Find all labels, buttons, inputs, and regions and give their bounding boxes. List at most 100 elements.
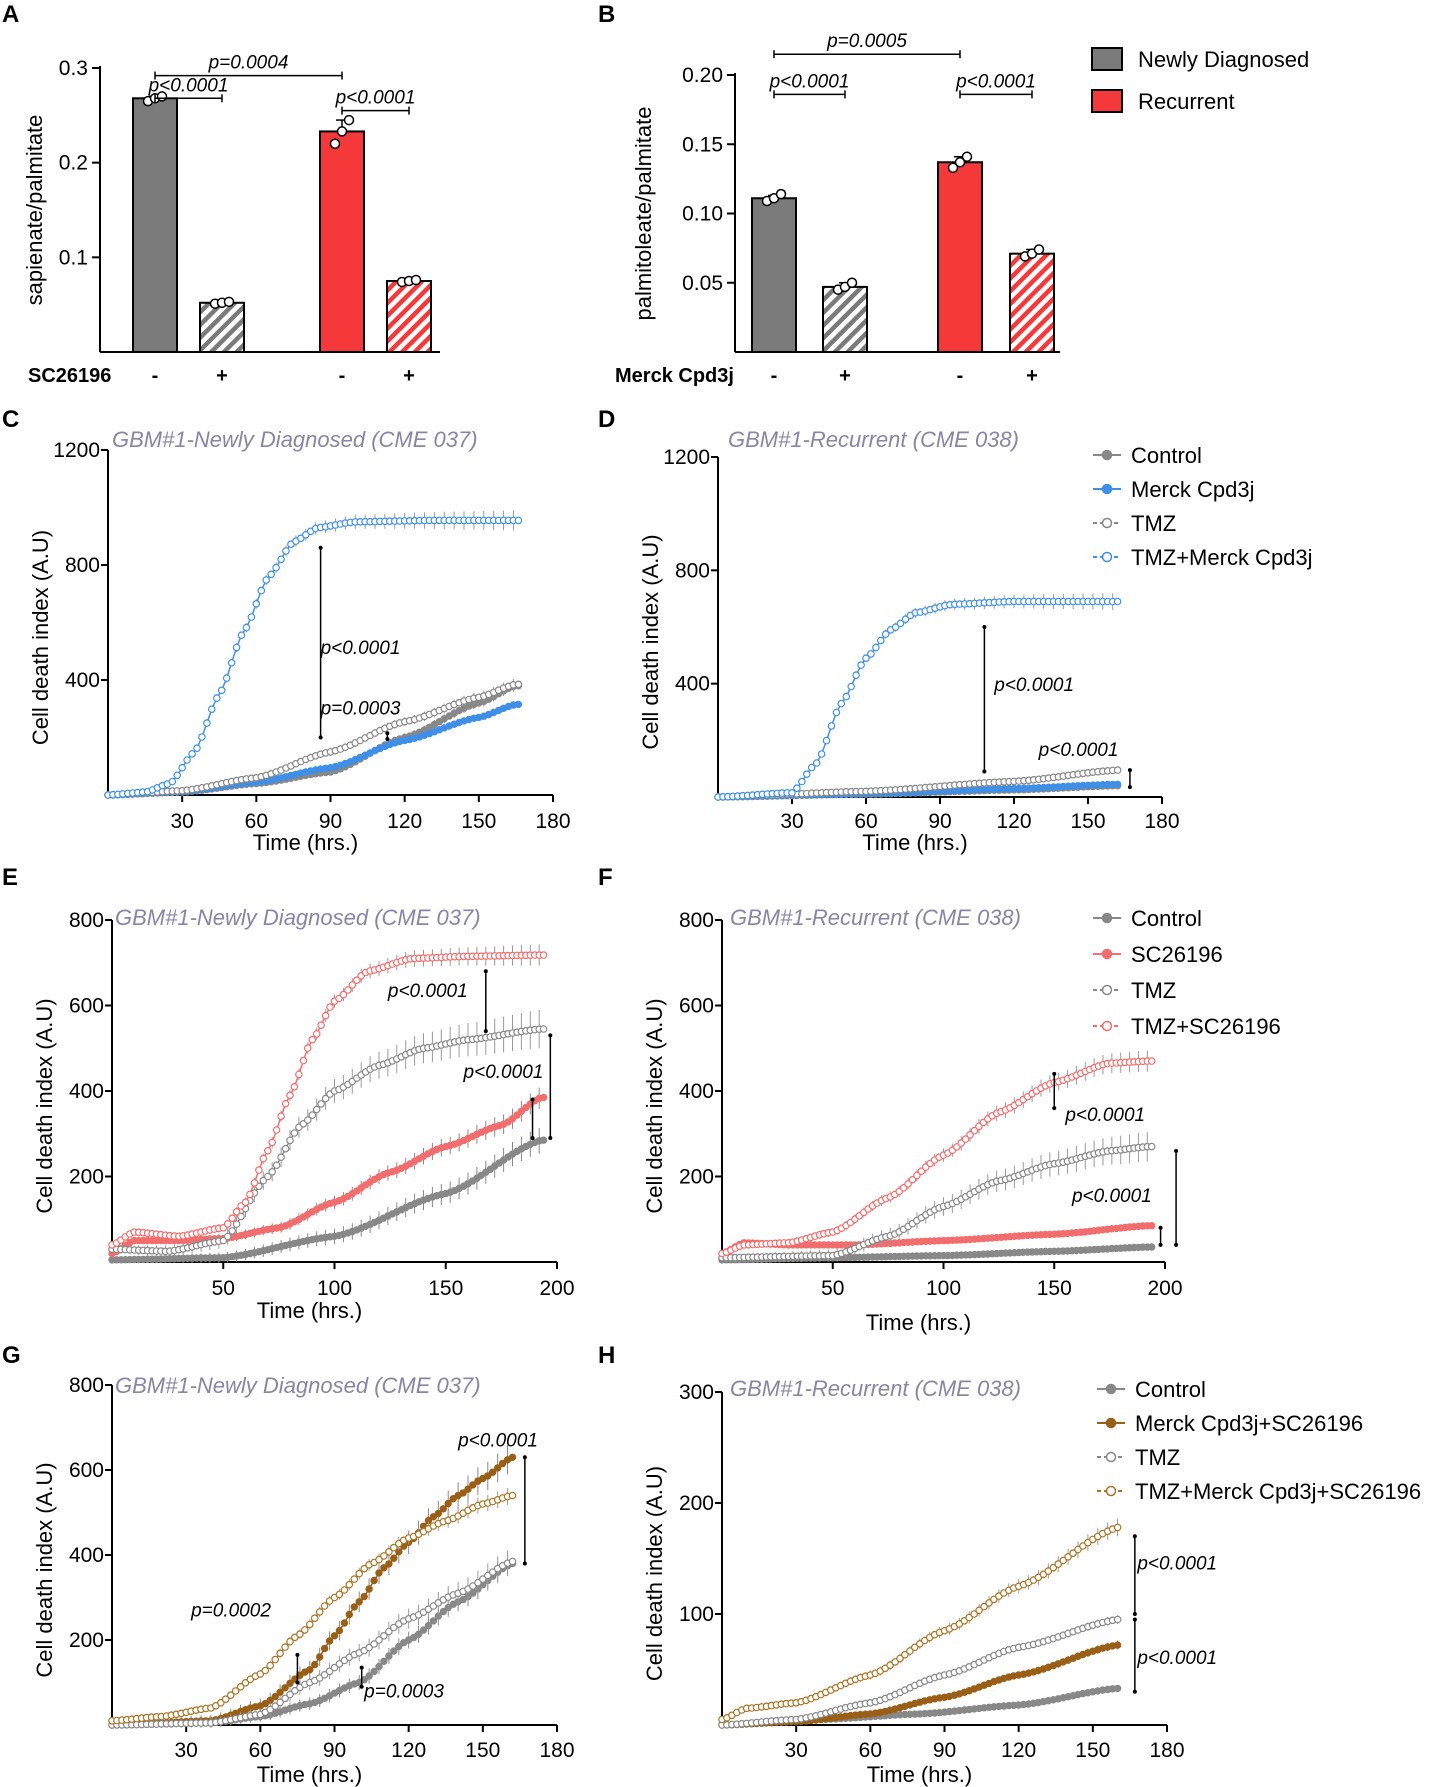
panel-h-significance-end bbox=[1132, 1612, 1137, 1616]
panel-a-bar bbox=[199, 301, 245, 354]
panel-e-data-point bbox=[539, 1093, 548, 1102]
legend-marker bbox=[1101, 551, 1113, 563]
panel-g-y-tick-label: 400 bbox=[69, 1544, 104, 1567]
panel-c-data-point bbox=[213, 694, 221, 702]
panel-c-y-tick-label: 1200 bbox=[53, 439, 100, 462]
panel-g-data-point bbox=[508, 1557, 517, 1566]
panel-g-data-point bbox=[439, 1607, 447, 1616]
panel-e-data-point bbox=[259, 1154, 268, 1163]
panel-b-data-point bbox=[1033, 244, 1045, 255]
panel-e-series-control bbox=[108, 1128, 548, 1264]
panel-c-data-point bbox=[232, 643, 241, 652]
panel-e-significance-end bbox=[530, 1136, 535, 1141]
panel-a-data-point bbox=[410, 274, 422, 286]
panel-b-data-point bbox=[954, 157, 966, 168]
panel-c-data-point bbox=[203, 719, 211, 727]
panel-f-data-point bbox=[1147, 1057, 1156, 1065]
panel-h-data-point bbox=[1113, 1684, 1122, 1693]
panel-f-x-tick-label: 50 bbox=[821, 1277, 844, 1300]
panel-g-significance-end bbox=[359, 1665, 364, 1670]
panel-a-treatment-mark: + bbox=[403, 365, 415, 387]
panel-h-significance-end bbox=[1132, 1534, 1137, 1539]
panel-e-data-point bbox=[241, 1198, 250, 1207]
panel-c-x-tick-label: 60 bbox=[245, 810, 268, 833]
panel-g-data-point bbox=[286, 1637, 294, 1646]
panel-d-chart-title: GBM#1-Recurrent (CME 038) bbox=[728, 427, 1019, 452]
panel-g-y-tick-label: 600 bbox=[69, 1459, 104, 1482]
panel-c-data-point bbox=[222, 674, 231, 682]
panel-c-data-point bbox=[514, 680, 523, 689]
panel-g-data-point bbox=[469, 1481, 477, 1489]
bar-legend-label: Recurrent bbox=[1138, 89, 1235, 114]
legend-label: Merck Cpd3j bbox=[1131, 477, 1254, 502]
panel-f-line-chart: 200 400 600 800 50 100 150 200 Time (hrs.) Cell d… bbox=[642, 905, 1183, 1335]
panel-d-data-point bbox=[876, 636, 885, 645]
panel-d-data-point bbox=[867, 650, 875, 658]
panel-e-significance-end bbox=[530, 1097, 535, 1102]
panel-a-y-tick-label: 0.2 bbox=[59, 152, 88, 175]
panel-b-y-tick-label: 0.10 bbox=[682, 203, 723, 226]
panel-h-line-chart: 100 200 300 30 60 90 120 150 180 Time (hrs.) Cell … bbox=[642, 1376, 1217, 1787]
legend-label: SC26196 bbox=[1131, 942, 1223, 967]
panel-c-x-tick-label: 90 bbox=[319, 810, 342, 833]
panel-g-data-point bbox=[256, 1670, 265, 1678]
panel-e-data-point bbox=[255, 1166, 263, 1174]
panel-g-y-tick-label: 200 bbox=[69, 1629, 104, 1652]
panel-a-p-value: p<0.0001 bbox=[335, 88, 416, 109]
panel-e-data-point bbox=[303, 1116, 312, 1124]
panel-letter-a: A bbox=[2, 1, 19, 28]
panel-e-data-point bbox=[232, 1220, 241, 1228]
legend-marker bbox=[1101, 912, 1113, 924]
panel-h-x-tick-label: 30 bbox=[784, 1739, 807, 1762]
panel-d-y-tick-label: 400 bbox=[675, 673, 710, 696]
panel-c-data-point bbox=[193, 744, 201, 753]
panel-e-y-tick-label: 400 bbox=[69, 1080, 104, 1103]
panel-e-y-tick-label: 800 bbox=[69, 909, 104, 932]
panel-e-data-point bbox=[348, 981, 357, 989]
panel-d-data-point bbox=[812, 759, 821, 767]
panel-g-data-point bbox=[266, 1661, 275, 1670]
panel-b-treatment-mark: - bbox=[771, 365, 778, 387]
panel-h-y-axis-label: Cell death index (A.U) bbox=[642, 1466, 667, 1681]
panel-e-data-point bbox=[277, 1112, 285, 1121]
panel-g-data-point bbox=[306, 1666, 314, 1674]
panel-e-data-point bbox=[268, 1168, 277, 1176]
panel-d-data-point bbox=[822, 736, 831, 745]
panel-e-data-point bbox=[250, 1179, 259, 1187]
panel-e-data-point bbox=[232, 1208, 241, 1216]
panel-b-y-tick-label: 0.15 bbox=[682, 133, 723, 156]
panel-h-data-point bbox=[891, 1658, 899, 1666]
panel-b-y-tick-label: 0.20 bbox=[682, 64, 723, 87]
panel-e-line-chart: 200 400 600 800 50 100 150 200 Time (hrs.) Cell d… bbox=[32, 905, 575, 1323]
panel-a-p-value: p<0.0001 bbox=[148, 75, 229, 96]
panel-d-data-point bbox=[1113, 597, 1122, 606]
panel-a-treatment-mark: - bbox=[152, 365, 159, 387]
panel-letter-f: F bbox=[598, 864, 613, 891]
panel-g-data-point bbox=[330, 1663, 339, 1672]
panel-b-y-tick-label: 0.05 bbox=[682, 272, 723, 295]
panel-d-data-point bbox=[793, 784, 801, 793]
panel-g-data-point bbox=[390, 1647, 398, 1655]
panel-g-data-point bbox=[335, 1626, 344, 1635]
panel-c-significance-end bbox=[318, 545, 323, 550]
panel-e-data-point bbox=[344, 986, 352, 994]
panel-h-data-point bbox=[975, 1606, 983, 1615]
panel-f-data-point bbox=[904, 1180, 912, 1188]
panel-e-data-point bbox=[299, 1056, 308, 1065]
panel-d-series-line bbox=[717, 600, 1118, 798]
panel-g-data-point bbox=[276, 1688, 284, 1697]
panel-f-data-point bbox=[966, 1131, 974, 1139]
legend-label: TMZ+SC26196 bbox=[1131, 1014, 1281, 1039]
panel-g-data-point bbox=[236, 1683, 245, 1691]
panel-g-significance-end bbox=[359, 1684, 364, 1689]
panel-c-significance-end bbox=[318, 735, 323, 740]
panel-c-data-point bbox=[217, 686, 226, 695]
panel-g-data-point bbox=[320, 1671, 329, 1679]
panel-g-data-point bbox=[424, 1621, 433, 1630]
panel-g-data-point bbox=[310, 1614, 319, 1623]
panel-c-x-tick-label: 150 bbox=[461, 810, 496, 833]
panel-e-data-point bbox=[259, 1176, 268, 1185]
panel-g-data-point bbox=[444, 1499, 452, 1508]
panel-c-y-axis-label: Cell death index (A.U) bbox=[28, 530, 53, 745]
panel-g-line-chart: 200 400 600 800 30 60 90 120 150 180 Time (hrs.) Ce… bbox=[32, 1373, 575, 1787]
